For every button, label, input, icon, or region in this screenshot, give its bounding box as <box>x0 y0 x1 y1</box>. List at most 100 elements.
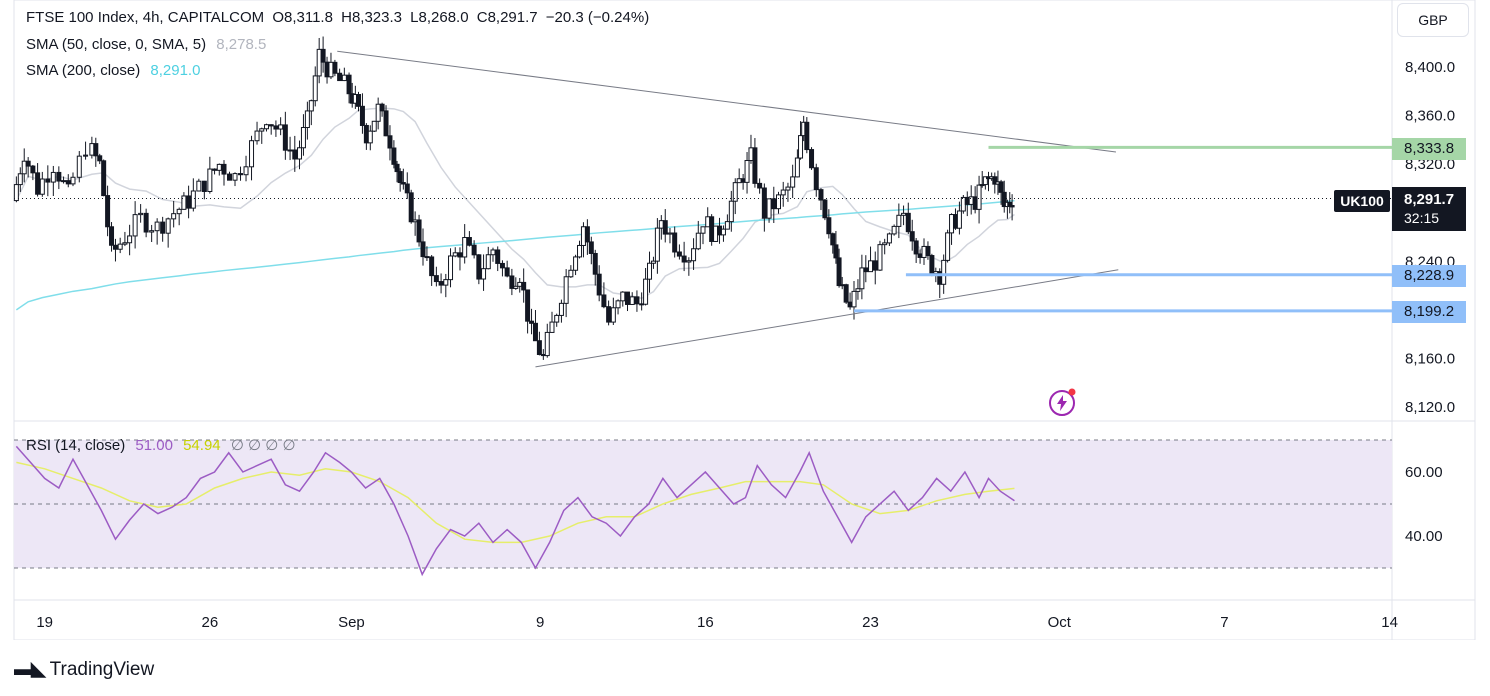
candle-body <box>312 75 318 102</box>
candle-body <box>83 154 89 157</box>
candle-body <box>720 228 726 236</box>
chart-area[interactable]: 8,400.0 8,360.0 8,320.0 8,240.0 8,160.0 8,120… <box>0 0 1490 640</box>
sma50-legend[interactable]: SMA (50, close, 0, SMA, 5) 8,278.5 <box>26 36 266 53</box>
candle-body <box>952 214 958 229</box>
rsi-legend[interactable]: RSI (14, close) 51.00 54.94 ∅ ∅ ∅ ∅ <box>26 436 296 454</box>
sma200-line <box>15 199 1015 311</box>
candle-body <box>979 184 985 187</box>
time-tick-label: 14 <box>1381 614 1398 631</box>
candle-body <box>1009 205 1015 208</box>
candle-body <box>809 149 815 169</box>
currency-button[interactable]: GBP <box>1397 3 1469 37</box>
candle-body <box>176 208 182 215</box>
last-price-tag: 8,291.7 32:15 <box>1392 187 1466 231</box>
candle-body <box>221 163 227 175</box>
candle-body <box>554 314 560 323</box>
candle-body <box>717 225 723 236</box>
candle-body <box>324 61 330 78</box>
candle-body <box>254 130 260 142</box>
lightning-icon[interactable] <box>1047 387 1077 417</box>
candle-body <box>877 244 883 271</box>
candle-body <box>97 155 103 162</box>
candle-body <box>843 284 849 303</box>
candle-body <box>181 195 187 210</box>
candle-body <box>736 178 742 184</box>
support1-price-tag: 8,228.9 <box>1392 265 1466 287</box>
candle-body <box>238 173 244 176</box>
sma200-value: 8,291.0 <box>150 62 201 79</box>
candle-body <box>529 320 535 324</box>
candle-body <box>610 307 616 323</box>
candle-body <box>540 353 546 357</box>
candle-body <box>207 168 213 192</box>
candle-body <box>584 226 590 243</box>
candle-body <box>804 121 810 151</box>
candle-body <box>925 245 931 257</box>
candle-body <box>216 163 222 171</box>
candle-body <box>813 167 819 191</box>
candle-body <box>872 260 878 271</box>
candle-body <box>1001 191 1007 208</box>
candle-body <box>397 171 403 184</box>
candle-body <box>356 94 361 107</box>
tv-logo-icon: ▬◣ <box>14 659 46 680</box>
candle-body <box>833 244 839 259</box>
candle-body <box>868 260 874 273</box>
candle-body <box>757 182 763 189</box>
candle-body <box>901 212 907 216</box>
candle-body <box>412 219 418 223</box>
candle-body <box>859 267 865 290</box>
candle-body <box>420 241 426 258</box>
close-value: C8,291.7 <box>476 9 538 26</box>
candle-body <box>122 242 128 245</box>
chart-frame <box>13 0 1476 640</box>
candle-body <box>695 232 701 250</box>
candle-body <box>629 296 635 305</box>
candle-body <box>35 172 41 195</box>
trendline-upper[interactable] <box>337 50 1116 153</box>
trendline-lower[interactable] <box>535 269 1119 368</box>
candle-body <box>851 290 857 308</box>
price-tick-label: 8,160.0 <box>1405 350 1455 367</box>
rsi-tick-label: 40.00 <box>1405 528 1443 545</box>
candle-body <box>577 244 583 258</box>
candle-body <box>658 220 664 229</box>
time-tick-label: 9 <box>536 614 544 631</box>
brand-name: TradingView <box>49 658 155 680</box>
candle-body <box>278 124 284 130</box>
candle-body <box>818 189 824 201</box>
candle-body <box>105 195 111 228</box>
price-tick-label: 8,360.0 <box>1405 108 1455 125</box>
candle-body <box>941 259 947 285</box>
candle-body <box>513 285 519 289</box>
candle-body <box>748 147 754 162</box>
candle-body <box>143 212 149 233</box>
candle-body <box>117 243 123 250</box>
candle-body <box>328 61 334 78</box>
candle-body <box>624 291 630 305</box>
candle-body <box>798 135 804 159</box>
candle-body <box>882 242 888 246</box>
candle-body <box>287 149 293 152</box>
sma200-legend[interactable]: SMA (200, close) 8,291.0 <box>26 62 200 79</box>
candle-body <box>379 103 385 112</box>
candle-body <box>667 232 673 235</box>
candle-body <box>909 231 915 242</box>
candle-body <box>650 260 656 264</box>
chart-canvas[interactable]: 8,400.08,360.08,320.08,240.08,160.08,120… <box>0 0 1490 640</box>
candle-body <box>400 182 406 185</box>
candle-body <box>956 210 962 229</box>
candle-body <box>921 245 927 258</box>
candle-body <box>476 254 482 280</box>
time-tick-label: Sep <box>338 614 365 631</box>
candle-body <box>549 321 555 333</box>
tradingview-logo[interactable]: ▬◣ TradingView <box>14 658 154 681</box>
candle-body <box>929 255 935 275</box>
support2-price-tag: 8,199.2 <box>1392 301 1466 323</box>
candle-body <box>998 181 1004 193</box>
candle-body <box>165 218 171 234</box>
candle-body <box>443 279 449 286</box>
candle-body <box>457 252 463 258</box>
candle-body <box>785 186 791 191</box>
time-tick-label: 7 <box>1220 614 1228 631</box>
